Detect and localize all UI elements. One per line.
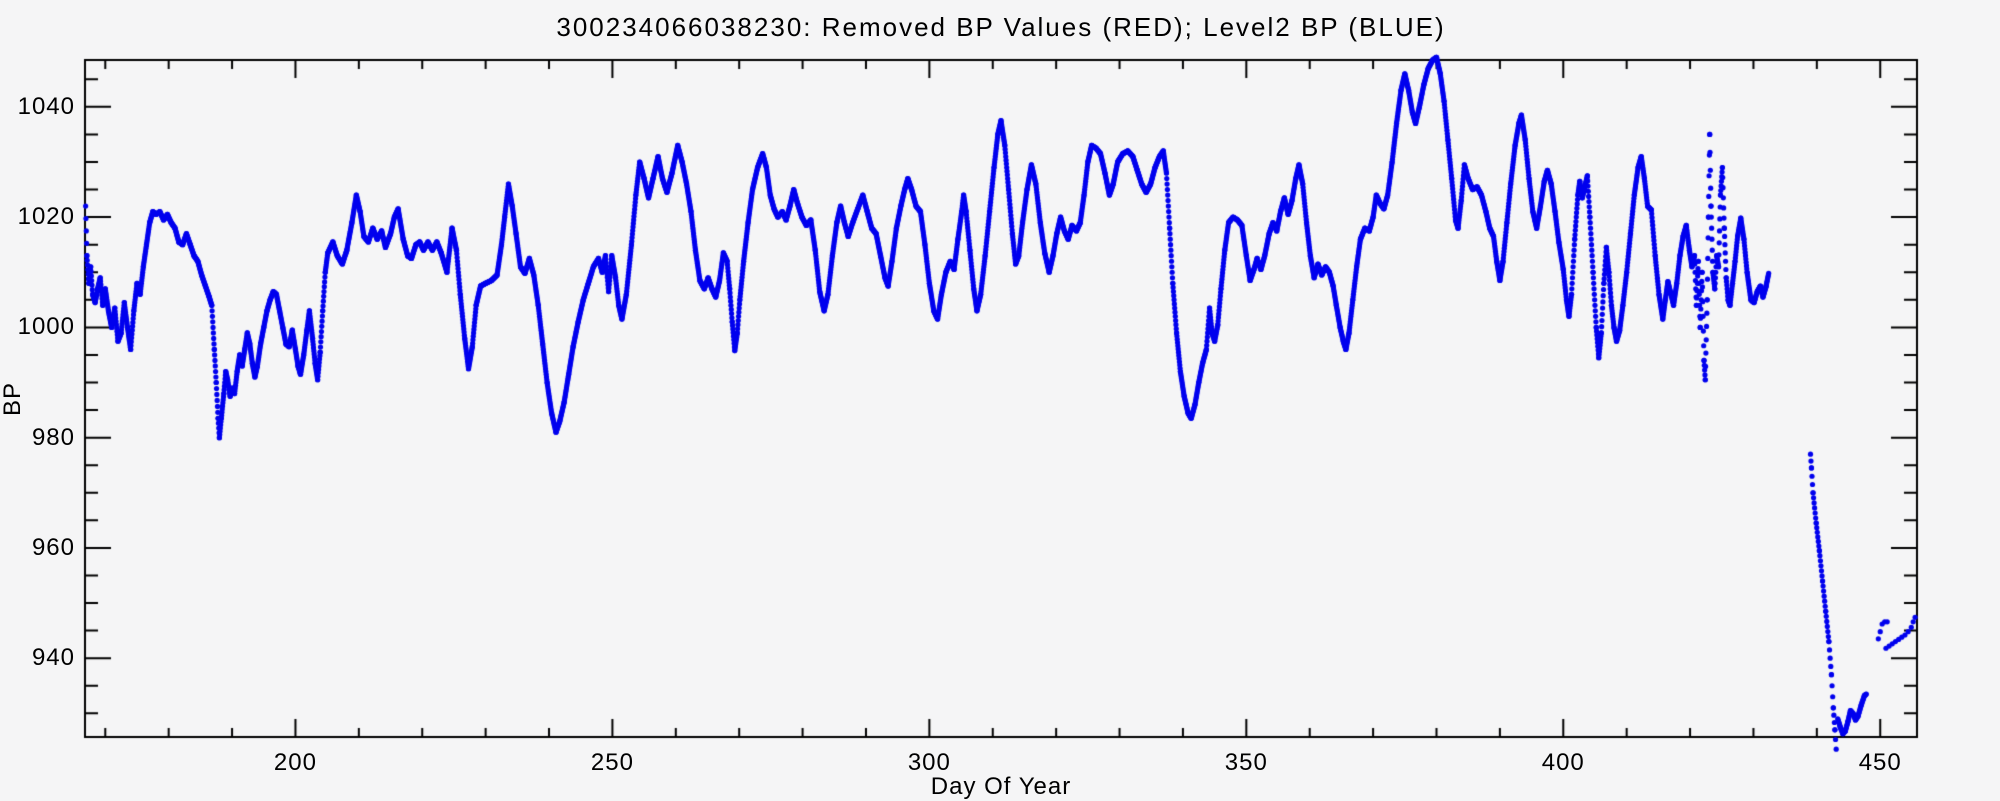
y-tick-label: 1040	[17, 92, 75, 120]
x-tick-label: 250	[590, 749, 634, 776]
y-tick-label: 960	[31, 533, 75, 561]
y-tick-label: 980	[31, 423, 75, 451]
chart-title: 300234066038230: Removed BP Values (RED)…	[556, 12, 1446, 42]
x-tick-label: 400	[1541, 749, 1585, 776]
x-tick-label: 350	[1224, 749, 1268, 776]
y-tick-label: 1020	[17, 203, 75, 231]
x-tick-label: 200	[273, 749, 317, 776]
y-tick-label: 1000	[17, 313, 75, 341]
x-tick-label: 300	[907, 749, 951, 776]
x-axis-title: Day Of Year	[930, 773, 1072, 800]
y-tick-label: 940	[31, 644, 75, 672]
x-tick-label: 450	[1858, 749, 1902, 776]
